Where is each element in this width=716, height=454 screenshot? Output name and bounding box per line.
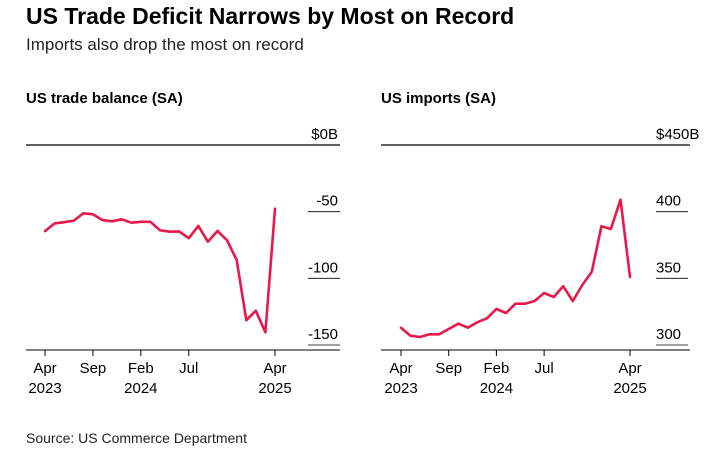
- balance-x-tick-label: Feb: [128, 360, 154, 377]
- chart-title: US Trade Deficit Narrows by Most on Reco…: [26, 3, 515, 29]
- balance-x-tick-year: 2024: [124, 380, 157, 397]
- trade-balance-panel-title: US trade balance (SA): [26, 90, 183, 107]
- balance-x-tick-year: 2023: [28, 380, 61, 397]
- balance-x-tick-label: Sep: [80, 360, 107, 377]
- imports-panel-title: US imports (SA): [381, 90, 497, 107]
- imports-x-tick-label: Apr: [389, 360, 412, 377]
- imports-series-line: [399, 198, 632, 339]
- chart-subtitle: Imports also drop the most on record: [26, 35, 304, 54]
- imports-x-tick-label: Jul: [535, 360, 554, 377]
- balance-series-line: [43, 207, 277, 334]
- balance-y-tick-label: -100: [308, 259, 338, 276]
- imports-x-tick-year: 2023: [384, 380, 417, 397]
- balance-x-tick-label: Apr: [33, 360, 56, 377]
- balance-x-tick-year: 2025: [258, 380, 291, 397]
- source-note: Source: US Commerce Department: [26, 430, 247, 446]
- imports-x-tick-label: Sep: [435, 360, 462, 377]
- balance-x-tick-label: Jul: [179, 360, 198, 377]
- imports-x-tick-year: 2024: [480, 380, 513, 397]
- imports-x-tick-year: 2025: [613, 380, 646, 397]
- imports-x-tick-label: Apr: [618, 360, 641, 377]
- imports-x-tick-label: Feb: [483, 360, 509, 377]
- balance-y-tick-label: -50: [316, 193, 338, 210]
- balance-x-tick-label: Apr: [263, 360, 286, 377]
- balance-y-tick-label: $0B: [311, 126, 338, 143]
- balance-y-tick-label: -150: [308, 326, 338, 343]
- imports-y-tick-label: 400: [656, 193, 681, 210]
- imports-y-tick-label: $450B: [656, 126, 699, 143]
- imports-y-tick-label: 300: [656, 326, 681, 343]
- imports-y-tick-label: 350: [656, 259, 681, 276]
